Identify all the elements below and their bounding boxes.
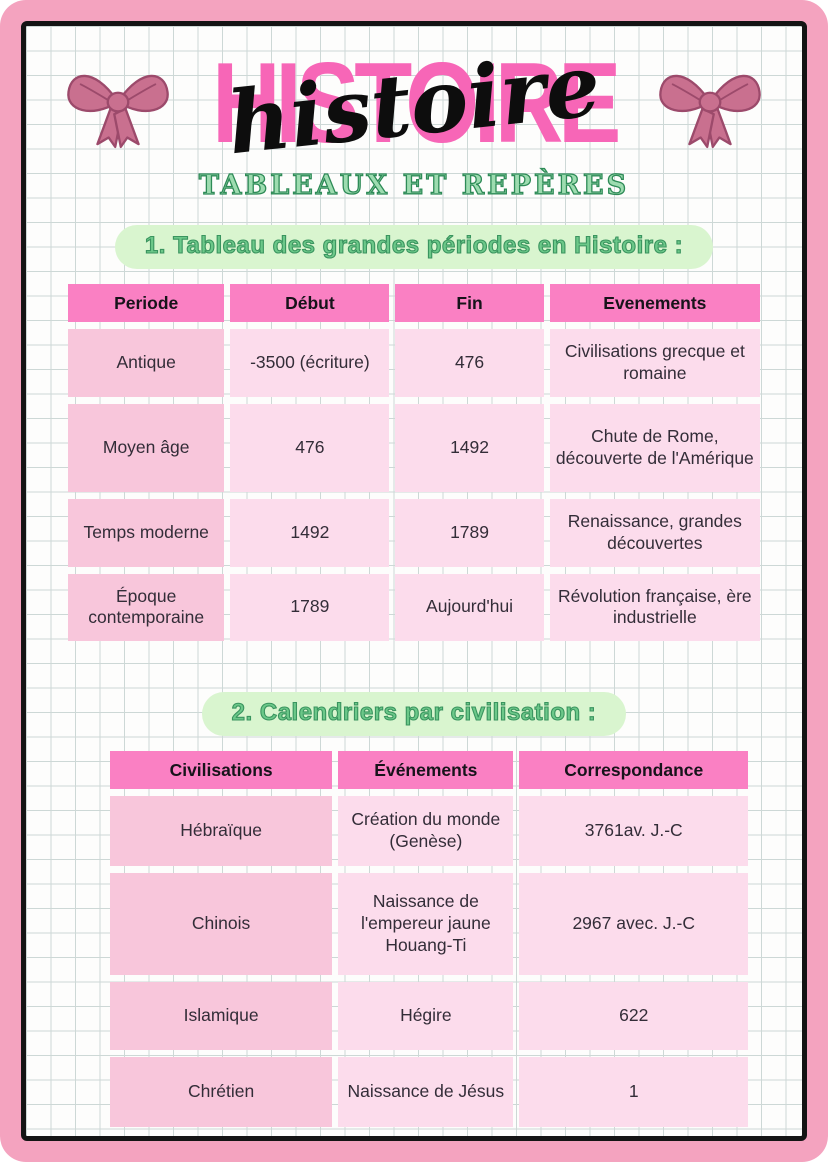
bow-icon [659,74,761,149]
table-cell: Aujourd'hui [395,573,544,642]
column-header: Correspondance [519,751,748,790]
column-header: Evenements [549,284,760,322]
grid-paper: HISTOIRE histoire [21,21,807,1141]
header: HISTOIRE histoire [26,35,802,175]
table-cell: Époque contemporaine [68,573,225,642]
calendars-table: Civilisations Événements Correspondance Héb… [104,744,754,1134]
page-subtitle: TABLEAUX ET REPÈRES [198,169,630,201]
column-header: Periode [68,284,225,322]
table-cell: Révolution française, ère industrielle [549,573,760,642]
title-block-text: HISTOIRE [212,38,621,167]
section-2-heading: 2. Calendriers par civilisation : [201,692,627,737]
main-title: HISTOIRE histoire [184,35,644,174]
table-header-row: Civilisations Événements Correspondance [110,751,748,790]
table-cell: 2967 avec. J.-C [519,873,748,976]
table-cell: 622 [519,982,748,1051]
section-1-heading: 1. Tableau des grandes périodes en Histo… [114,225,714,269]
table-cell: Chrétien [110,1057,333,1128]
table-cell: Création du monde (Genèse) [338,796,514,867]
table-cell: 1789 [395,498,544,567]
table-cell: 476 [230,403,390,492]
table-cell: 1492 [395,403,544,492]
table-cell: 476 [395,329,544,397]
table-cell: Chinois [110,873,333,976]
table-cell: Moyen âge [68,403,225,492]
table-row: Moyen âge 476 1492 Chute de Rome, découvert… [68,403,760,492]
column-header: Fin [395,284,544,322]
table-cell: 1 [519,1057,748,1128]
table-row: Époque contemporaine 1789 Aujourd'hui Révol… [68,573,760,642]
table-cell: Temps moderne [68,498,225,567]
table-row: Temps moderne 1492 1789 Renaissance, grande… [68,498,760,567]
table-cell: -3500 (écriture) [230,329,390,397]
table-cell: Naissance de Jésus [338,1057,514,1128]
column-header: Début [230,284,390,322]
table-header-row: Periode Début Fin Evenements [68,284,760,322]
section-2-heading-row: 2. Calendriers par civilisation : [26,692,802,737]
table-cell: 3761av. J.-C [519,796,748,867]
table-cell: Antique [68,329,225,397]
table-row: Antique -3500 (écriture) 476 Civilisations … [68,329,760,397]
column-header: Événements [338,751,514,790]
table-cell: Naissance de l'empereur jaune Houang-Ti [338,873,514,976]
table-cell: Hébraïque [110,796,333,867]
table-cell: Islamique [110,982,333,1051]
bow-icon [67,74,169,149]
table-cell: Hégire [338,982,514,1051]
column-header: Civilisations [110,751,333,790]
table-cell: Chute de Rome, découverte de l'Amérique [549,403,760,492]
section-1-heading-row: 1. Tableau des grandes périodes en Histo… [26,225,802,269]
table-cell: 1492 [230,498,390,567]
table-row: Chinois Naissance de l'empereur jaune Hou… [110,873,748,976]
periods-table: Periode Début Fin Evenements Antique -3500 (é… [62,277,766,648]
table-cell: Renaissance, grandes découvertes [549,498,760,567]
table-cell: 1789 [230,573,390,642]
table-row: Hébraïque Création du monde (Genèse) 3761a… [110,796,748,867]
table-cell: Civilisations grecque et romaine [549,329,760,397]
table-row: Chrétien Naissance de Jésus 1 [110,1057,748,1128]
table-row: Islamique Hégire 622 [110,982,748,1051]
